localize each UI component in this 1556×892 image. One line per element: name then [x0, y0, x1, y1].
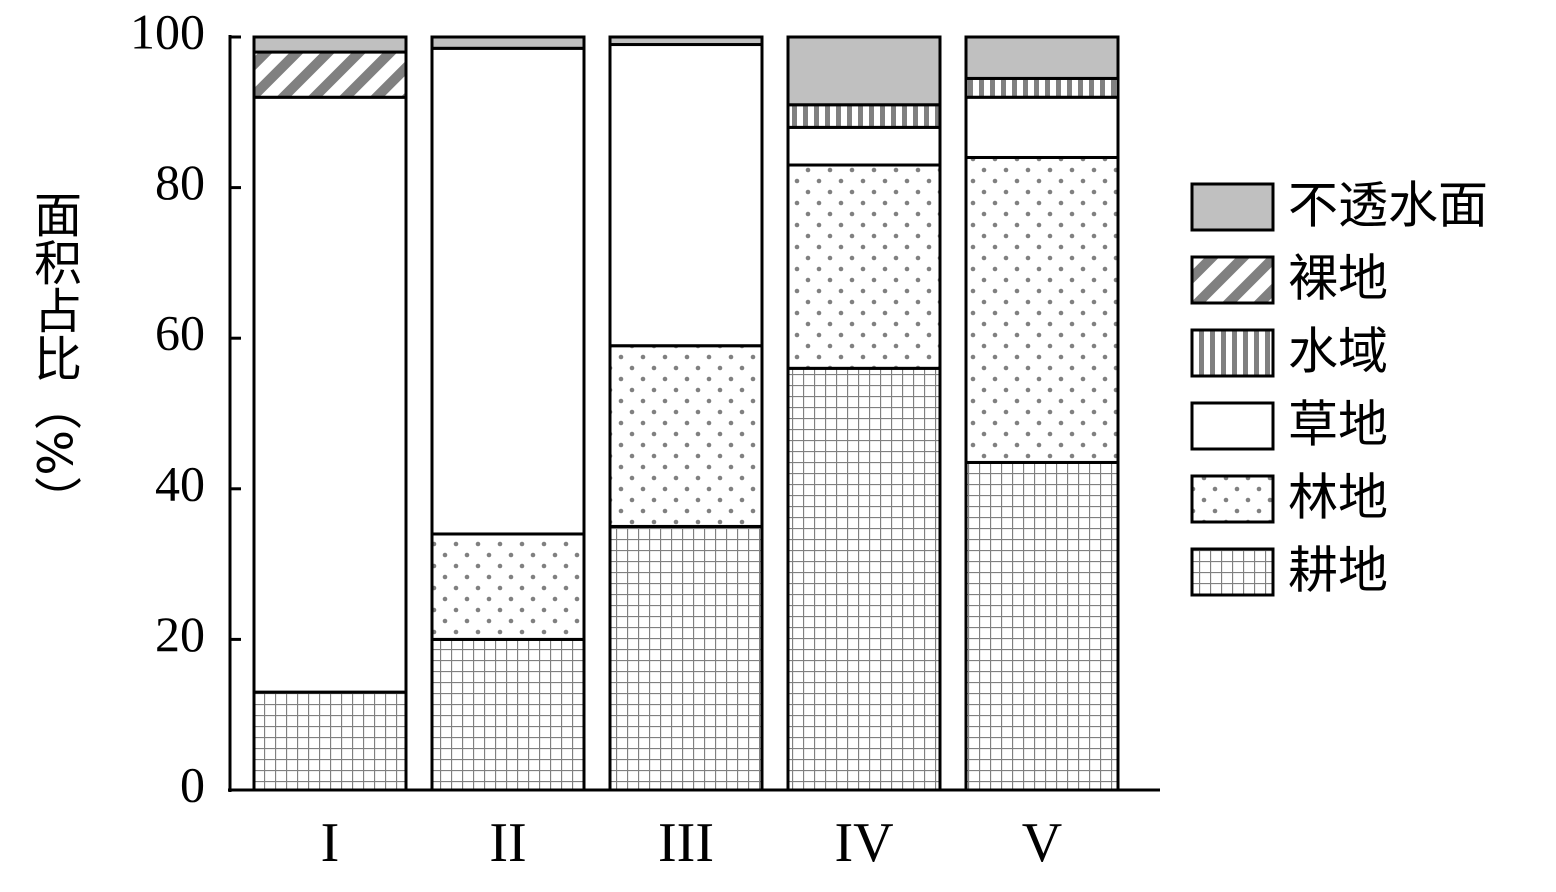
- y-axis-title: 面积占比（%）: [25, 190, 81, 524]
- x-tick-label: III: [658, 812, 714, 874]
- bar-segment: [608, 35, 764, 47]
- bar-segment: [252, 35, 408, 54]
- legend-label: 不透水面: [1288, 177, 1488, 235]
- bar-segment: [252, 95, 408, 694]
- bar-segment: [430, 46, 586, 536]
- legend-swatch: [1190, 401, 1275, 451]
- bar-segment: [786, 103, 942, 129]
- bar-segment: [608, 43, 764, 348]
- bar-segment: [964, 76, 1120, 99]
- x-tick-label: IV: [834, 812, 893, 874]
- legend-label: 林地: [1288, 469, 1388, 527]
- bar-segment: [608, 344, 764, 528]
- legend-swatch: [1190, 547, 1275, 597]
- y-tick-label: 80: [155, 154, 205, 210]
- y-tick-label: 40: [155, 455, 205, 511]
- bar-segment: [786, 366, 942, 792]
- y-tick-label: 60: [155, 305, 205, 361]
- x-tick-label: I: [321, 812, 340, 874]
- bar-segment: [786, 163, 942, 370]
- bar-segment: [608, 524, 764, 792]
- y-tick-label: 0: [180, 756, 205, 812]
- legend-label: 裸地: [1288, 250, 1388, 308]
- bar-segment: [430, 35, 586, 50]
- bar-segment: [786, 125, 942, 167]
- bar-segment: [252, 50, 408, 99]
- bar-segment: [964, 155, 1120, 464]
- y-tick-label: 20: [155, 606, 205, 662]
- legend-swatch: [1190, 255, 1275, 305]
- bar-segment: [430, 532, 586, 641]
- bar-segment: [252, 690, 408, 792]
- x-tick-label: II: [489, 812, 526, 874]
- legend-swatch: [1190, 328, 1275, 378]
- bar-segment: [964, 460, 1120, 792]
- bar-segment: [786, 35, 942, 107]
- y-tick-label: 100: [130, 3, 205, 59]
- bar-segment: [964, 95, 1120, 159]
- legend-label: 耕地: [1288, 542, 1388, 600]
- x-tick-label: V: [1022, 812, 1062, 874]
- legend-label: 草地: [1288, 396, 1388, 454]
- bar-segment: [964, 35, 1120, 80]
- legend-swatch: [1190, 474, 1275, 524]
- legend-swatch: [1190, 182, 1275, 232]
- bar-segment: [430, 637, 586, 792]
- legend-label: 水域: [1288, 323, 1388, 381]
